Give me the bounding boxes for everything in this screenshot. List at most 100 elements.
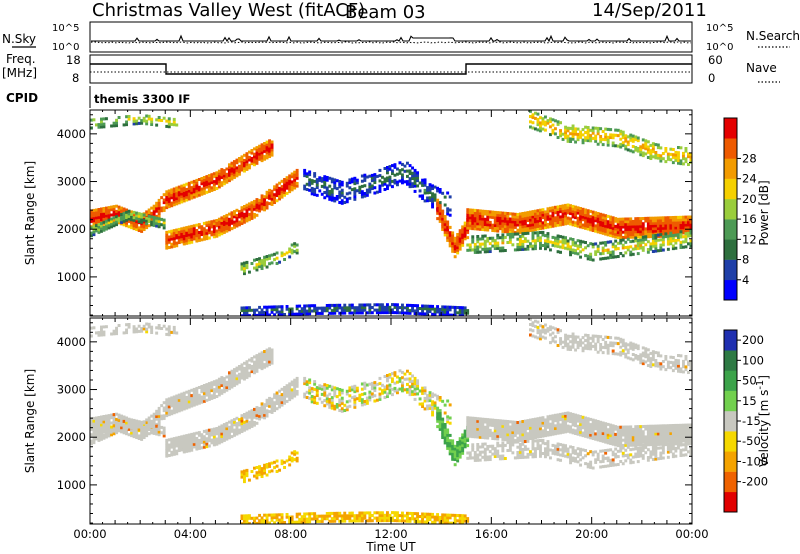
power-cell-r6 xyxy=(674,221,678,225)
power-cell-r0 xyxy=(187,189,191,193)
power-cell-r6 xyxy=(671,218,675,222)
velocity-cell-r3 xyxy=(448,403,452,407)
velocity-cell-r0 xyxy=(235,377,239,381)
power-cell-r5 xyxy=(456,243,460,247)
velocity-cell-r4 xyxy=(240,473,244,477)
power-cell-r10 xyxy=(461,306,465,310)
power-cell-r6 xyxy=(566,208,570,212)
velocity-cell-r3 xyxy=(373,389,377,393)
velocity-cell-r5 xyxy=(451,439,455,443)
power-cell-r2 xyxy=(280,192,284,196)
power-cell-r10 xyxy=(335,309,339,313)
power-cell-r7 xyxy=(687,231,690,235)
power-cell-r6 xyxy=(536,214,540,218)
velocity-cell-r2 xyxy=(263,408,267,412)
power-cell-r6 xyxy=(549,217,552,221)
velocity-cell-r2 xyxy=(175,444,179,448)
power-cell-r2 xyxy=(290,183,294,187)
power-cell-r10 xyxy=(260,313,264,316)
velocity-cell-r3 xyxy=(431,405,435,409)
velocity-cell-r0 xyxy=(225,375,229,379)
power-cell-r0 xyxy=(220,183,224,187)
power-cell-r3 xyxy=(365,193,369,197)
power-cell-r6 xyxy=(481,212,485,216)
velocity-cell-r3 xyxy=(320,387,324,391)
power-cell-r2 xyxy=(185,234,189,238)
velocity-cell-r1 xyxy=(150,431,154,435)
power-cell-r2 xyxy=(205,221,209,225)
power-cell-r2 xyxy=(240,211,244,215)
velocity-cell-r3 xyxy=(416,381,420,385)
velocity-cell-r0 xyxy=(162,401,166,405)
velocity-cell-r6 xyxy=(468,432,472,436)
power-cell-r7 xyxy=(511,243,515,247)
velocity-cell-r0 xyxy=(192,390,196,394)
power-cell-r1 xyxy=(110,220,114,224)
power-cell-r6 xyxy=(649,235,653,239)
velocity-cell-r0 xyxy=(110,421,114,425)
power-cell-r3 xyxy=(388,183,392,187)
power-cell-r3 xyxy=(330,193,334,197)
power-cell-r7 xyxy=(659,243,663,247)
power-cell-r9 xyxy=(165,124,169,128)
power-cell-r4 xyxy=(288,255,292,259)
power-cell-r6 xyxy=(606,225,610,229)
velocity-cell-r2 xyxy=(165,446,169,450)
velocity-cell-r2 xyxy=(290,393,294,397)
power-cell-r3 xyxy=(426,186,430,190)
power-cell-r0 xyxy=(152,207,156,211)
velocity-cell-r6 xyxy=(501,430,505,434)
velocity-cell-r6 xyxy=(511,433,515,437)
velocity-cell-r2 xyxy=(175,439,179,443)
power-cell-r2 xyxy=(197,223,201,227)
power-cell-r8 xyxy=(671,155,675,159)
velocity-cell-r0 xyxy=(92,424,96,428)
power-cell-r6 xyxy=(679,221,683,225)
power-cell-r8 xyxy=(639,147,643,151)
power-cell-r6 xyxy=(644,227,648,231)
power-cell-r6 xyxy=(624,230,628,234)
velocity-cell-r1 xyxy=(135,422,139,426)
velocity-cell-r6 xyxy=(569,425,573,429)
power-cell-r0 xyxy=(190,191,194,195)
power-cell-r3 xyxy=(408,172,412,176)
power-cell-r7 xyxy=(679,240,683,244)
power-cell-r10 xyxy=(368,306,372,310)
velocity-cell-r1 xyxy=(162,434,166,438)
power-cell-r6 xyxy=(541,210,545,214)
velocity-cell-r3 xyxy=(338,403,342,407)
power-cell-r7 xyxy=(661,238,665,242)
velocity-cell-r5 xyxy=(443,438,447,442)
power-cell-r8 xyxy=(594,137,598,141)
power-cell-r6 xyxy=(626,225,630,229)
velocity-cell-r0 xyxy=(182,407,186,411)
power-cell-r6 xyxy=(629,235,633,239)
power-cell-r10 xyxy=(358,303,362,307)
velocity-cell-r6 xyxy=(501,424,505,428)
velocity-cell-r0 xyxy=(207,397,211,401)
velocity-cell-r5 xyxy=(446,428,450,432)
power-cell-r0 xyxy=(182,188,186,192)
power-cell-r7 xyxy=(473,243,477,247)
power-cell-r7 xyxy=(561,238,565,242)
velocity-cell-r2 xyxy=(197,431,201,435)
power-cell-r10 xyxy=(363,303,367,307)
velocity-cell-r6 xyxy=(551,416,555,420)
power-cell-r0 xyxy=(228,163,231,167)
power-cell-r4 xyxy=(265,257,269,261)
velocity-cell-r4 xyxy=(248,478,251,482)
power-cell-r2 xyxy=(240,206,244,210)
power-cell-r3 xyxy=(403,164,407,168)
power-cell-r7 xyxy=(571,238,575,242)
velocity-cell-r1 xyxy=(127,422,131,426)
velocity-cell-r6 xyxy=(476,422,480,426)
power-cell-r7 xyxy=(641,246,645,250)
velocity-cell-r6 xyxy=(591,423,595,427)
power-cell-r6 xyxy=(689,215,692,219)
power-cell-r3 xyxy=(330,180,334,184)
power-cell-r6 xyxy=(624,225,628,229)
velocity-cell-r3 xyxy=(368,398,372,402)
velocity-cell-r1 xyxy=(127,417,131,421)
velocity-cell-r4 xyxy=(258,465,262,469)
power-cell-r10 xyxy=(313,306,317,310)
